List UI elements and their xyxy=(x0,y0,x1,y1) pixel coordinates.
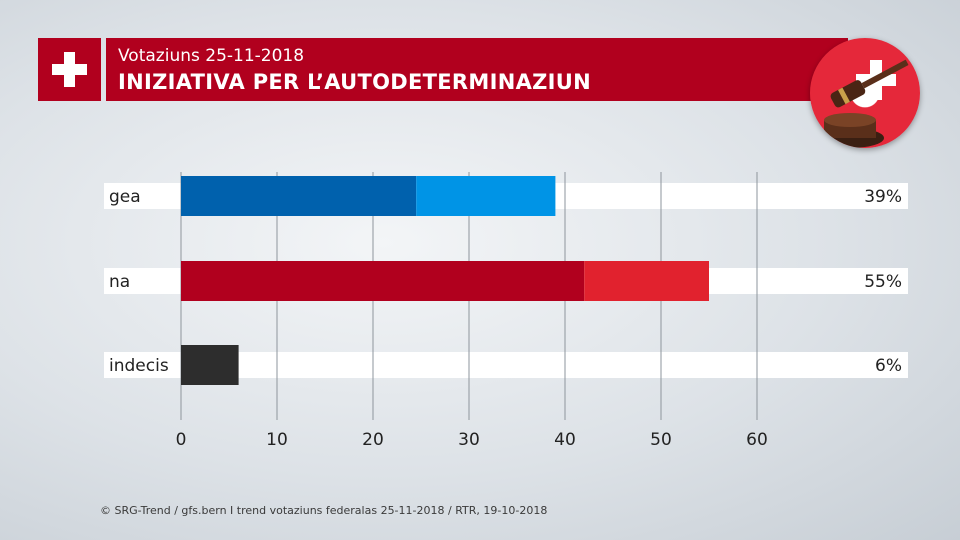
tick-label-10: 10 xyxy=(266,430,288,450)
tick-label-60: 60 xyxy=(746,430,768,450)
swiss-flag xyxy=(38,38,101,101)
bar-na-firm xyxy=(181,261,585,301)
bar-na-lean xyxy=(584,261,709,301)
page-title: INIZIATIVA PER L’AUTODETERMINAZIUN xyxy=(118,70,591,94)
bar-indecis-firm xyxy=(181,345,239,385)
source-footer: © SRG-Trend / gfs.bern I trend votaziuns… xyxy=(100,504,548,517)
bar-gea-lean xyxy=(416,176,556,216)
gavel-icon xyxy=(810,38,920,148)
category-label-indecis: indecis xyxy=(109,356,169,376)
category-label-gea: gea xyxy=(109,187,141,207)
tick-label-0: 0 xyxy=(176,430,187,450)
vote-date: Votaziuns 25-11-2018 xyxy=(118,46,305,66)
bar-gea-firm xyxy=(181,176,417,216)
value-label-indecis: 6% xyxy=(875,356,902,376)
tick-label-20: 20 xyxy=(362,430,384,450)
tick-label-30: 30 xyxy=(458,430,480,450)
category-label-na: na xyxy=(109,272,130,292)
value-label-na: 55% xyxy=(864,272,902,292)
tick-label-50: 50 xyxy=(650,430,672,450)
tick-label-40: 40 xyxy=(554,430,576,450)
value-label-gea: 39% xyxy=(864,187,902,207)
title-bar: Votaziuns 25-11-2018 INIZIATIVA PER L’AU… xyxy=(106,38,848,101)
